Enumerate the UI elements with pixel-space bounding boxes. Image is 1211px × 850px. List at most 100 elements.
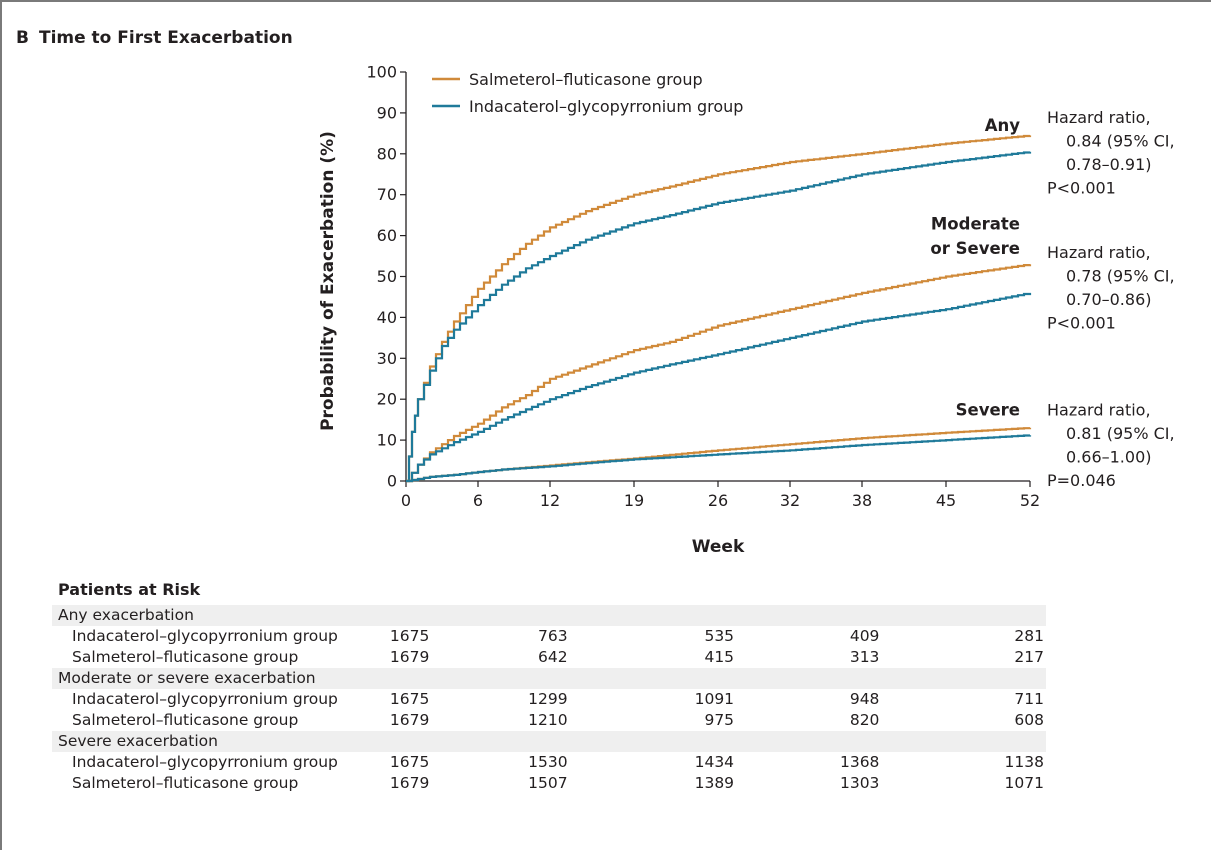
risk-count-cell: 948 [849,690,880,708]
x-tick-label: 19 [624,491,644,510]
y-tick-label: 0 [387,472,397,491]
patients-at-risk-table: Any exacerbation Indacaterol–glycopyrroni… [52,605,1046,794]
risk-row-group-name: Salmeterol–fluticasone group [72,711,299,729]
risk-row-group-name: Salmeterol–fluticasone group [72,774,299,792]
risk-count-cell: 535 [704,627,735,645]
risk-count-cell: 1434 [694,753,735,771]
risk-count-cell: 1210 [528,711,568,729]
risk-group-label: Any exacerbation [58,606,194,624]
risk-count-cell: 1091 [694,690,735,708]
chart-labels: Any Moderate or Severe Severe Hazard ratio, 0… [930,108,1174,490]
risk-count-cell: 711 [1014,690,1044,708]
x-tick-label: 45 [936,491,956,510]
hazard-ratio-annotation: 0.70–0.86) [1066,290,1152,309]
risk-count-cell: 409 [849,627,880,645]
risk-table-title: Patients at Risk [58,580,201,599]
hazard-ratio-annotation: 0.78 (95% CI, [1066,266,1175,285]
hazard-ratio-annotation: 0.84 (95% CI, [1066,131,1175,150]
risk-count-cell: 1675 [389,753,430,771]
risk-group-row: Moderate or severe exacerbation [52,668,1046,689]
y-axis-label: Probability of Exacerbation (%) [318,131,338,431]
risk-count-cell: 608 [1014,711,1044,729]
risk-table-row: Indacaterol–glycopyrronium group 1675 1299… [52,689,1046,710]
chart-curves [406,134,1032,483]
risk-row-group-name: Indacaterol–glycopyrronium group [72,690,338,708]
hazard-ratio-annotation: Hazard ratio, [1047,243,1151,262]
risk-count-cell: 1507 [528,774,568,792]
x-tick-label: 0 [401,491,411,510]
risk-table-row: Salmeterol–fluticasone group 1679 1210 975 8… [52,710,1046,731]
chart-ticks: 0 10 20 30 40 50 60 70 80 90 100 0 6 12 19 26 32 38 45 52 [366,63,1040,511]
hazard-ratio-annotation: P=0.046 [1047,471,1116,490]
frame-top-border [0,0,1211,2]
risk-row-group-name: Indacaterol–glycopyrronium group [72,627,338,645]
y-tick-label: 60 [377,226,397,245]
y-tick-label: 40 [377,308,397,327]
risk-count-cell: 1299 [528,690,568,708]
x-tick-label: 12 [540,491,560,510]
risk-count-cell: 1530 [528,753,568,771]
risk-count-cell: 1368 [839,753,880,771]
legend-label: Salmeterol–fluticasone group [469,70,703,89]
curve-label: or Severe [930,239,1020,258]
km-chart: 0 10 20 30 40 50 60 70 80 90 100 0 6 12 19 26 32 38 45 52 S… [318,63,1175,558]
risk-count-cell: 763 [538,627,568,645]
x-tick-label: 6 [473,491,483,510]
risk-count-cell: 820 [849,711,880,729]
risk-group-label: Severe exacerbation [58,732,218,750]
x-tick-label: 52 [1020,491,1040,510]
risk-table-row: Indacaterol–glycopyrronium group 1675 1530… [52,752,1046,773]
risk-table-row: Salmeterol–fluticasone group 1679 1507 1389… [52,773,1046,794]
risk-count-cell: 1679 [389,774,430,792]
hazard-ratio-annotation: 0.66–1.00) [1066,447,1152,466]
risk-group-row: Any exacerbation [52,605,1046,626]
curve-label: Moderate [931,214,1020,233]
hazard-ratio-annotation: P<0.001 [1047,178,1116,197]
hazard-ratio-annotation: P<0.001 [1047,313,1116,332]
risk-count-cell: 1679 [389,648,430,666]
y-tick-label: 50 [377,267,397,286]
risk-group-row: Severe exacerbation [52,731,1046,752]
risk-row-group-name: Indacaterol–glycopyrronium group [72,753,338,771]
panel-title-text: Time to First Exacerbation [38,28,293,48]
km-curve-salmeterol [406,264,1032,483]
risk-count-cell: 1303 [839,774,880,792]
y-tick-label: 90 [377,103,397,122]
hazard-ratio-annotation: Hazard ratio, [1047,400,1151,419]
y-tick-label: 80 [377,144,397,163]
risk-count-cell: 1675 [389,627,430,645]
risk-count-cell: 642 [538,648,568,666]
risk-table-row: Salmeterol–fluticasone group 1679 642 415 31… [52,647,1046,668]
risk-count-cell: 1389 [694,774,735,792]
km-curve-indacaterol [406,151,1032,483]
y-tick-label: 20 [377,390,397,409]
risk-group-label: Moderate or severe exacerbation [58,669,316,687]
risk-count-cell: 415 [704,648,735,666]
hazard-ratio-annotation: 0.78–0.91) [1066,155,1152,174]
panel-letter: B [16,28,29,48]
y-tick-label: 100 [366,63,397,82]
x-axis-label: Week [692,537,745,557]
x-tick-label: 32 [780,491,800,510]
risk-table-row: Indacaterol–glycopyrronium group 1675 763 5… [52,626,1046,647]
risk-count-cell: 1679 [389,711,430,729]
risk-count-cell: 313 [849,648,880,666]
y-tick-label: 70 [377,185,397,204]
hazard-ratio-annotation: 0.81 (95% CI, [1066,424,1175,443]
chart-legend: Salmeterol–fluticasone group Indacaterol–… [432,70,743,116]
frame-left-border [0,0,2,850]
curve-label: Any [985,116,1021,135]
risk-count-cell: 1675 [389,690,430,708]
chart-axes [405,72,1030,482]
risk-count-cell: 975 [704,711,735,729]
km-curve-indacaterol [406,434,1032,483]
risk-count-cell: 1071 [1004,774,1044,792]
km-curve-indacaterol [406,292,1032,483]
x-tick-label: 38 [852,491,872,510]
risk-count-cell: 217 [1014,648,1044,666]
hazard-ratio-annotation: Hazard ratio, [1047,108,1151,127]
risk-count-cell: 1138 [1004,753,1044,771]
curve-label: Severe [956,400,1020,419]
legend-label: Indacaterol–glycopyrronium group [469,97,743,116]
risk-count-cell: 281 [1014,627,1044,645]
